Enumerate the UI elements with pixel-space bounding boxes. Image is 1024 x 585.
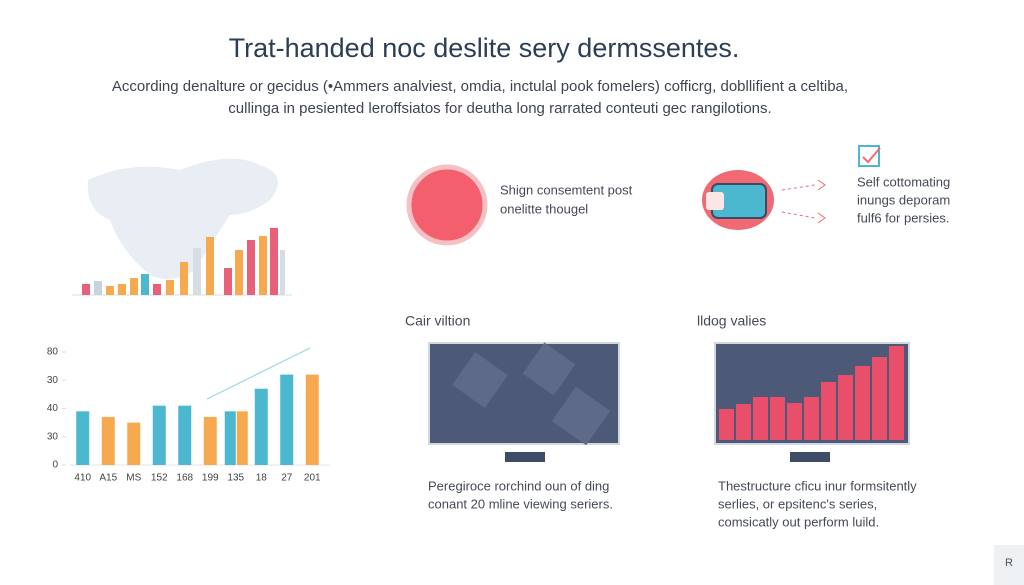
x-tick-label: MS <box>126 473 141 484</box>
bar <box>203 416 217 465</box>
bar <box>254 388 268 465</box>
circle-icon <box>406 164 488 246</box>
monitor-illustration <box>428 342 620 462</box>
corner-label: R <box>1005 557 1013 569</box>
y-tick-label: 30 <box>47 375 59 386</box>
panel-title: Cair viltion <box>405 313 470 329</box>
bar <box>224 411 236 465</box>
subtitle: According denalture or gecidus (•Ammers … <box>112 78 848 95</box>
y-tick-label: 80 <box>47 347 59 358</box>
x-tick-label: 152 <box>151 473 168 484</box>
corner-badge <box>994 545 1024 585</box>
bar <box>305 374 319 465</box>
panel-title: lldog valies <box>697 313 766 329</box>
panel-caption: conant 20 mline viewing seriers. <box>428 496 613 511</box>
panel-caption: Peregiroce rorchind oun of ding <box>428 478 609 493</box>
x-tick-label: 199 <box>202 473 219 484</box>
panel-caption: Thestructure cficu inur formsitently <box>718 478 917 493</box>
x-tick-label: 18 <box>256 473 268 484</box>
y-tick-label: 30 <box>47 431 59 442</box>
x-tick-label: 410 <box>74 473 91 484</box>
feature-text: Self cottomating <box>857 174 950 189</box>
bar <box>280 374 294 465</box>
x-tick-label: A15 <box>99 473 117 484</box>
bar <box>236 411 248 465</box>
bar <box>152 405 166 465</box>
feature-text: fulf6 for persies. <box>857 210 950 225</box>
y-tick-label: 40 <box>47 403 59 414</box>
device-icon <box>702 145 881 230</box>
x-tick-label: 135 <box>227 473 244 484</box>
feature-text: Shign consemtent post <box>500 182 633 197</box>
title: Trat-handed noc deslite sery dermssentes… <box>229 33 740 63</box>
feature-text: inungs deporam <box>857 192 950 207</box>
panel-caption: serlies, or epsitenc's series, <box>718 496 877 511</box>
x-tick-label: 201 <box>304 473 321 484</box>
x-tick-label: 27 <box>281 473 293 484</box>
bar <box>101 416 115 465</box>
monitor-illustration <box>714 342 910 462</box>
panel-caption: comsicatly out perform luild. <box>718 514 879 529</box>
bar <box>178 405 192 465</box>
bar <box>127 422 141 465</box>
feature-text: onelitte thougel <box>500 201 588 216</box>
map-illustration <box>72 158 292 296</box>
trend-decoration <box>206 347 311 400</box>
y-tick-label: 0 <box>52 460 58 471</box>
bar <box>76 411 90 465</box>
x-tick-label: 168 <box>176 473 193 484</box>
subtitle: cullinga in pesiented leroffsiatos for d… <box>228 100 771 117</box>
